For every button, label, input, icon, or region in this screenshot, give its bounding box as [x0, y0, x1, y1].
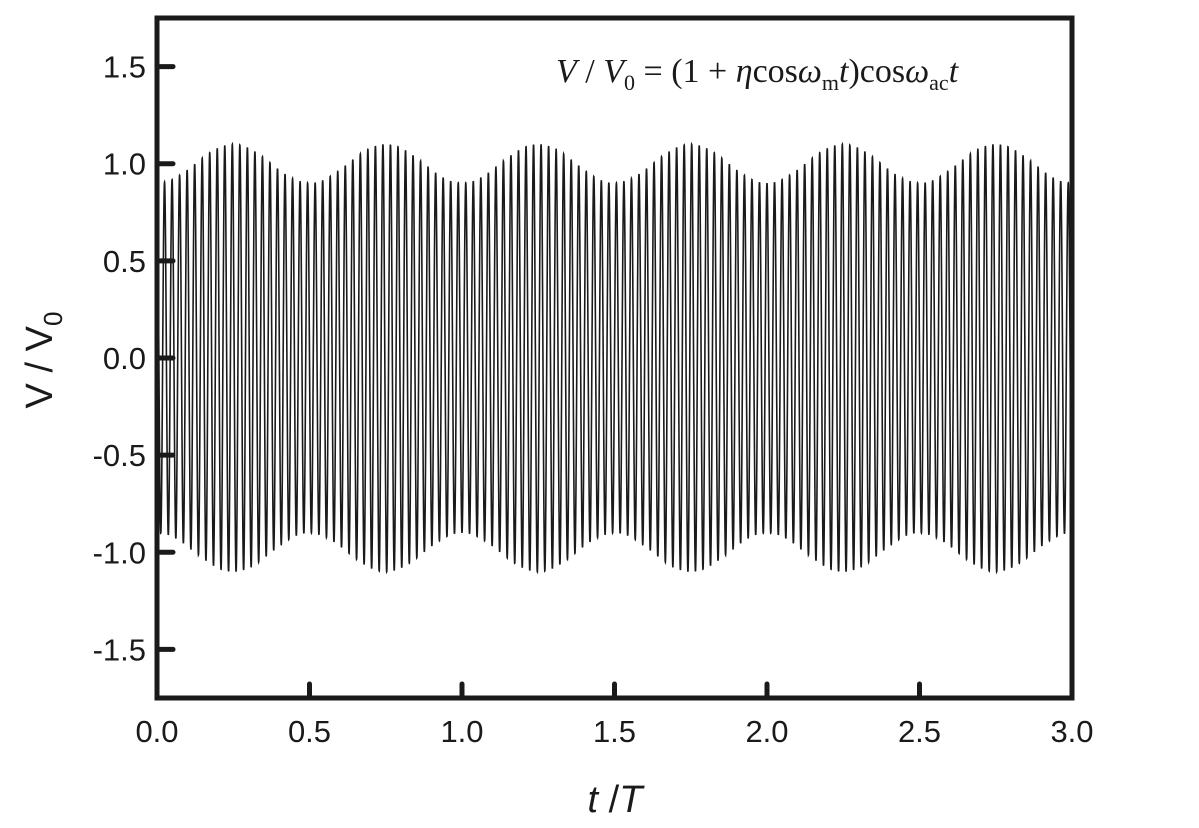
y-tick-label: 0.0 [103, 341, 146, 376]
x-tick-label: 1.5 [593, 714, 636, 749]
x-tick-label: 2.5 [898, 714, 941, 749]
waveform-line [156, 141, 1073, 575]
formula-annotation: V / V0 = (1 + ηcosωmt)cosωact [556, 53, 960, 95]
y-tick-label: 0.5 [103, 244, 146, 279]
x-tick-label: 3.0 [1050, 714, 1093, 749]
x-axis-ticks: 0.0 0.5 1.0 1.5 2.0 2.5 3.0 [135, 681, 1094, 749]
y-tick-label: -0.5 [93, 438, 146, 473]
y-tick-label: 1.0 [103, 147, 146, 182]
svg-text:V / V0: V / V0 [19, 312, 68, 409]
y-axis-title: V / V0 [19, 312, 68, 409]
y-axis-ticks: 1.5 1.0 0.5 0.0 -0.5 -1.0 -1.5 [93, 50, 176, 667]
waveform-path [156, 141, 1073, 575]
y-tick-label: -1.5 [93, 632, 146, 667]
x-axis-title: t /T [588, 779, 646, 821]
x-tick-label: 1.0 [440, 714, 483, 749]
x-tick-label: 0.0 [135, 714, 178, 749]
x-tick-label: 2.0 [745, 714, 788, 749]
x-tick-label: 0.5 [288, 714, 331, 749]
y-tick-label: -1.0 [93, 535, 146, 570]
y-tick-label: 1.5 [103, 50, 146, 85]
